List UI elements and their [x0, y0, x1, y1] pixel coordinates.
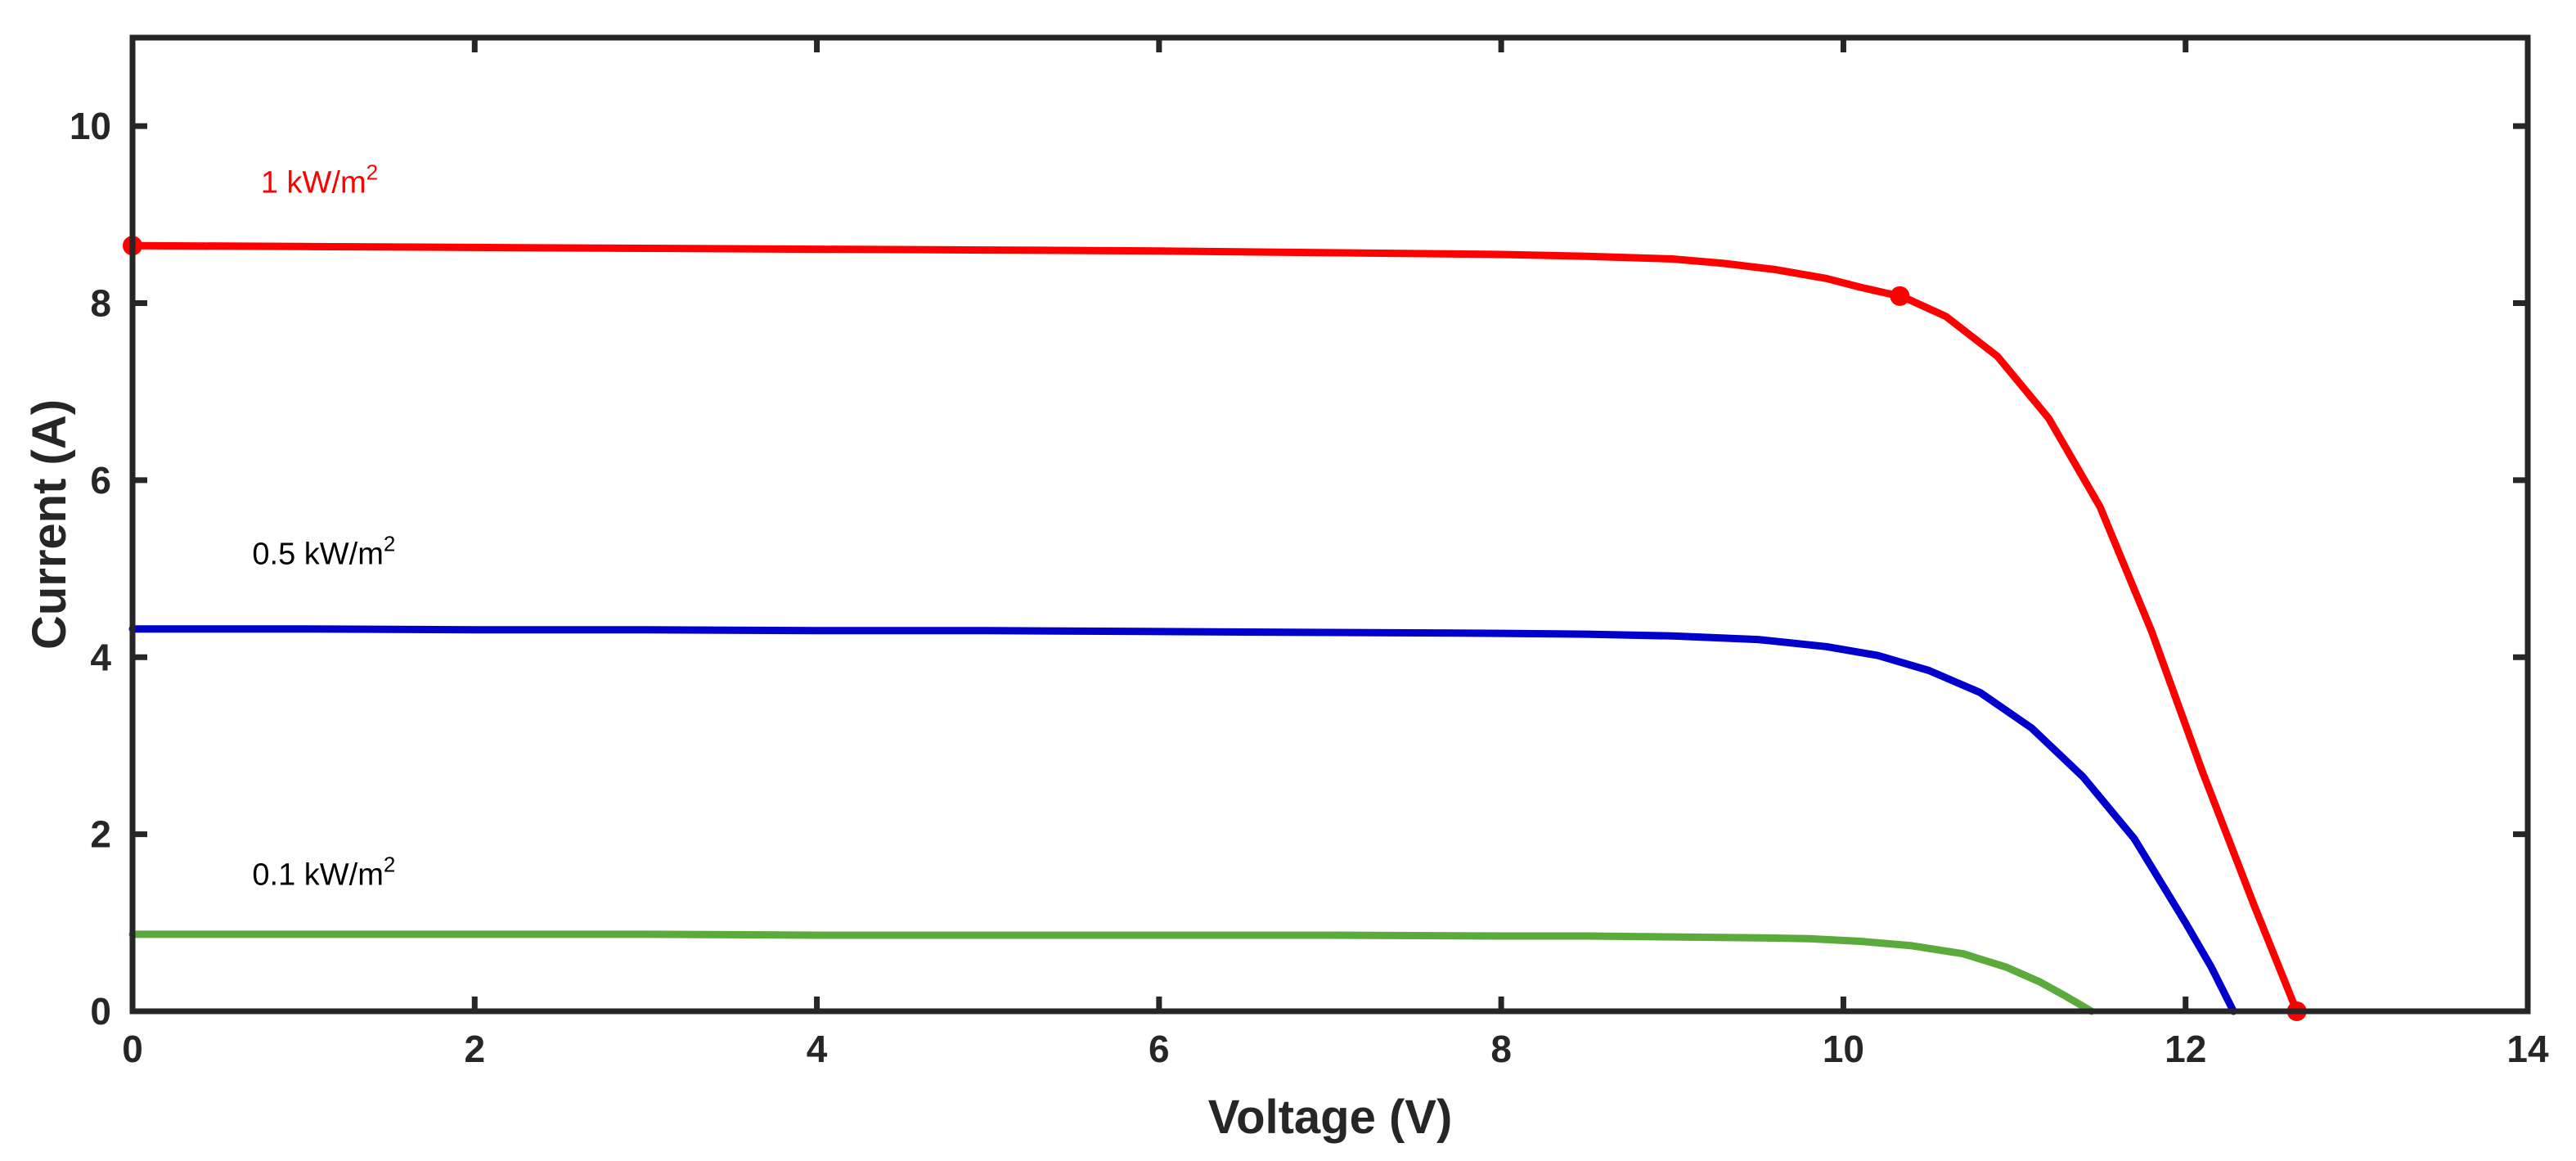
curve-labels-layer: 1 kW/m2 0.5 kW/m2 0.1 kW/m2 [252, 160, 395, 892]
y-tick-label: 6 [90, 459, 111, 502]
plot-series-layer [128, 241, 2301, 1015]
series-line-0-1-kw-m2 [128, 930, 2096, 1015]
curve-label-0-5-kw-m2: 0.5 kW/m2 [252, 532, 395, 572]
y-axis-title: Current (A) [23, 399, 76, 650]
x-tick-label: 12 [2165, 1028, 2206, 1070]
x-tick-label: 6 [1149, 1028, 1170, 1070]
x-tick-label: 2 [464, 1028, 485, 1070]
axis-ticks-layer: 0 2 4 6 8 10 12 14 0 2 4 6 8 10 [70, 38, 2549, 1070]
y-tick-label: 10 [70, 105, 111, 147]
plot-frame [129, 34, 2531, 1015]
curve-label-0-1-kw-m2: 0.1 kW/m2 [252, 852, 395, 892]
x-axis-title: Voltage (V) [1208, 1091, 1453, 1144]
series-line-0-5-kw-m2 [128, 625, 2237, 1015]
y-tick-label: 0 [90, 990, 111, 1033]
y-tick-label: 8 [90, 282, 111, 325]
series-line-1-kw-m2 [128, 241, 2301, 1015]
x-tick-label: 14 [2506, 1028, 2549, 1070]
y-tick-label: 2 [90, 813, 111, 856]
curve-label-1-kw-m2: 1 kW/m2 [261, 160, 378, 200]
y-tick-label: 4 [90, 636, 111, 678]
x-tick-label: 0 [122, 1028, 143, 1070]
x-tick-label: 8 [1490, 1028, 1512, 1070]
x-tick-label: 10 [1823, 1028, 1864, 1070]
marker-mpp-point [1890, 286, 1910, 306]
x-tick-label: 4 [807, 1028, 828, 1070]
